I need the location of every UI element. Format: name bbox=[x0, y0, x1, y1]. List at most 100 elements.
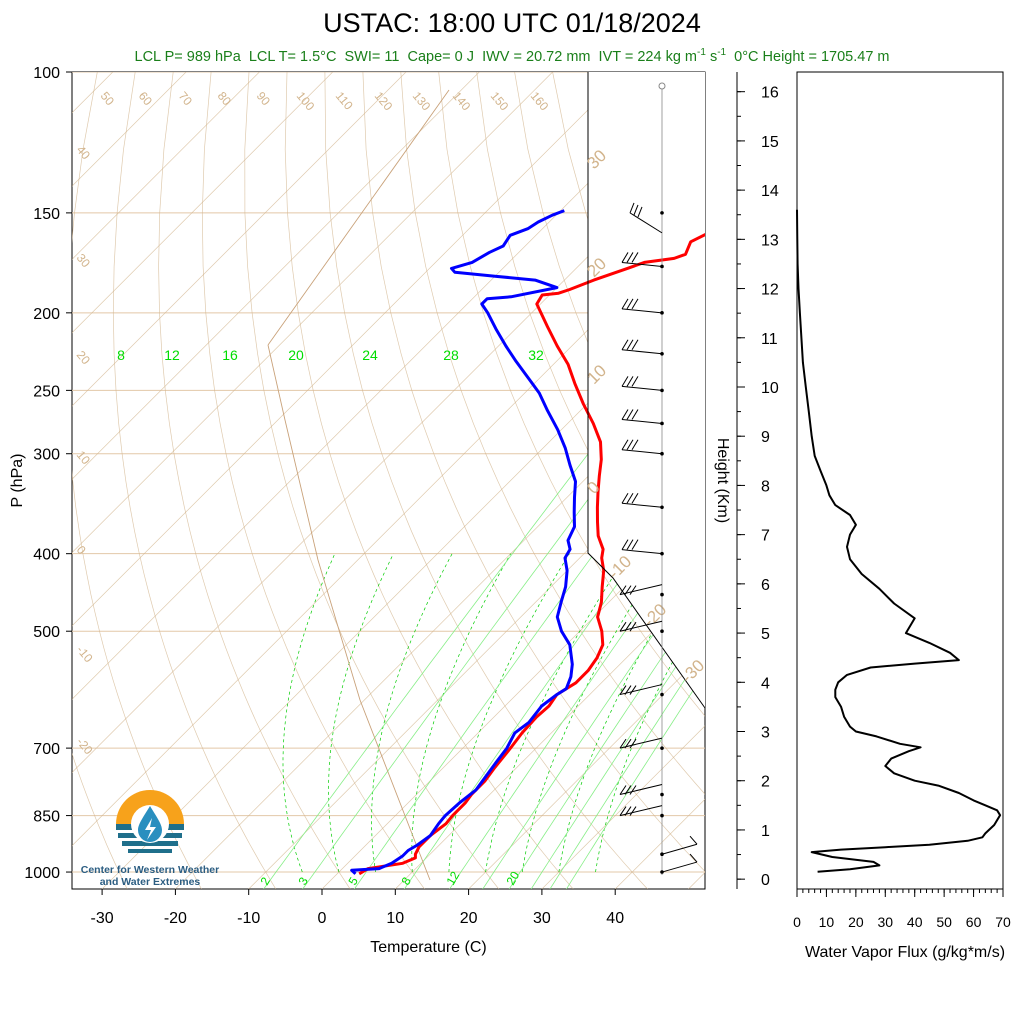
height-tick-label: 1 bbox=[761, 823, 770, 840]
wind-barb-flag bbox=[629, 685, 637, 695]
wind-level-dot bbox=[660, 592, 664, 597]
mixing-ratio-label: 16 bbox=[222, 347, 238, 363]
wind-barb-flag bbox=[631, 298, 639, 310]
height-tick-label: 16 bbox=[761, 85, 779, 102]
mixing-ratio-label: 8 bbox=[117, 347, 125, 363]
wind-barb-flag bbox=[629, 785, 637, 795]
wind-barb-shaft bbox=[619, 737, 663, 749]
height-tick-label: 8 bbox=[761, 478, 770, 495]
wind-barb-flag bbox=[619, 585, 627, 595]
wind-barb-flag bbox=[626, 298, 634, 310]
wind-barb-flag bbox=[629, 585, 637, 595]
freezing-level: 0°C Height = 1705.47 m bbox=[734, 48, 890, 65]
isotherm-line bbox=[72, 72, 333, 334]
pressure-tick-label: 1000 bbox=[24, 865, 60, 882]
y-axis-label: P (hPa) bbox=[9, 454, 26, 508]
wind-barb-flag bbox=[624, 585, 632, 595]
pressure-tick-label: 500 bbox=[33, 624, 60, 641]
isotherm-line bbox=[72, 72, 700, 700]
height-tick-label: 7 bbox=[761, 528, 770, 545]
mixing-ratio-line bbox=[566, 671, 705, 889]
flux-frame bbox=[796, 71, 1004, 890]
mixing-ratio-label: 28 bbox=[443, 347, 459, 363]
wind-barb-flag bbox=[631, 409, 639, 420]
wind-level-dot bbox=[660, 264, 664, 269]
wind-barb-flag bbox=[619, 806, 627, 816]
wind-barb-flag bbox=[631, 493, 639, 504]
wind-barb-flag bbox=[626, 339, 634, 351]
wind-barb-shaft bbox=[629, 212, 663, 234]
dry-adiabat-line bbox=[201, 72, 425, 889]
isotherm-line bbox=[72, 72, 407, 407]
isotherm-line bbox=[72, 212, 705, 847]
mixing-ratio-bottom-label: 20 bbox=[503, 869, 522, 888]
dry-adiabat-line bbox=[244, 72, 500, 889]
wind-barb-flag bbox=[624, 806, 632, 816]
lcl-pressure: LCL P= 989 hPa bbox=[134, 48, 241, 65]
flux-tick-label: 20 bbox=[848, 914, 864, 930]
wind-barb-flag bbox=[626, 252, 634, 263]
height-tick-label: 2 bbox=[761, 774, 770, 791]
height-tick-label: 15 bbox=[761, 134, 779, 151]
ivt-mid: s bbox=[705, 48, 718, 65]
logo-wave-3 bbox=[122, 841, 178, 846]
flux-tick-label: 50 bbox=[936, 914, 952, 930]
wind-barb-flag bbox=[631, 376, 639, 387]
flux-tick-label: 30 bbox=[877, 914, 893, 930]
mixing-ratio-line bbox=[549, 648, 705, 889]
wind-barb-flag bbox=[629, 738, 637, 749]
pressure-tick-label: 250 bbox=[33, 383, 60, 400]
chart-title: USTAC: 18:00 UTC 01/18/2024 bbox=[323, 8, 701, 38]
wind-barb-shaft bbox=[619, 684, 663, 696]
height-tick-label: 3 bbox=[761, 725, 770, 742]
wind-barb-shaft bbox=[619, 620, 663, 632]
logo-text-line2: and Water Extremes bbox=[99, 876, 201, 888]
mixing-ratio-line bbox=[530, 622, 705, 889]
dry-adiabat-line bbox=[72, 72, 202, 889]
wind-barb-shaft bbox=[621, 308, 663, 314]
wind-level-dot bbox=[660, 746, 664, 750]
pressure-tick-label: 400 bbox=[33, 547, 60, 564]
temperature-tick-label: 0 bbox=[318, 910, 327, 927]
logo-emblem bbox=[116, 790, 184, 853]
height-tick-label: 4 bbox=[761, 675, 770, 692]
cape-value: Cape= 0 J bbox=[407, 48, 475, 65]
dry-adiabat-line bbox=[112, 72, 277, 889]
isotherm-line bbox=[541, 725, 705, 889]
height-tick-label: 6 bbox=[761, 577, 770, 594]
dry-adiabat-line bbox=[284, 72, 574, 889]
height-tick-label: 13 bbox=[761, 232, 779, 249]
temperature-tick-label: -20 bbox=[164, 910, 187, 927]
pressure-tick-label: 150 bbox=[33, 206, 60, 223]
wind-barb-flag bbox=[626, 439, 634, 450]
wind-barb-flag bbox=[629, 621, 637, 632]
wind-barb-flag bbox=[689, 853, 698, 863]
flux-axis-label: Water Vapor Flux (g/kg*m/s) bbox=[805, 944, 1005, 961]
wind-level-dot bbox=[660, 792, 664, 797]
temperature-tick-label: 10 bbox=[386, 910, 404, 927]
mixing-ratio-line bbox=[263, 312, 697, 889]
wind-barb-flag bbox=[621, 539, 629, 550]
mixing-ratio-label: 12 bbox=[164, 347, 180, 363]
wind-barb-flag bbox=[689, 835, 698, 845]
temperature-tick-label: -30 bbox=[91, 910, 114, 927]
dry-adiabat-line bbox=[324, 72, 648, 889]
moist-adiabat-line bbox=[328, 553, 394, 873]
isotherm-line bbox=[321, 505, 705, 889]
moist-adiabat-line bbox=[371, 553, 453, 873]
isotherm-line bbox=[175, 358, 705, 889]
parcel-path-line bbox=[267, 89, 450, 346]
wind-barb-flag bbox=[631, 252, 639, 263]
wind-barb-shaft bbox=[621, 385, 663, 391]
sounding-stats: LCL P= 989 hPa LCL T= 1.5°C SWI= 11 Cape… bbox=[0, 47, 1024, 65]
wind-level-dot bbox=[660, 692, 664, 697]
wind-level-dot bbox=[660, 629, 664, 634]
height-tick-label: 14 bbox=[761, 183, 779, 200]
pressure-tick-label: 300 bbox=[33, 447, 60, 464]
wind-barb-shaft bbox=[621, 261, 663, 267]
wind-level-dot bbox=[660, 813, 664, 818]
isotherm-line bbox=[72, 72, 260, 260]
wind-barb-flag bbox=[626, 539, 634, 550]
wind-barb-flag bbox=[626, 493, 634, 504]
wind-barb-flag bbox=[621, 376, 629, 387]
